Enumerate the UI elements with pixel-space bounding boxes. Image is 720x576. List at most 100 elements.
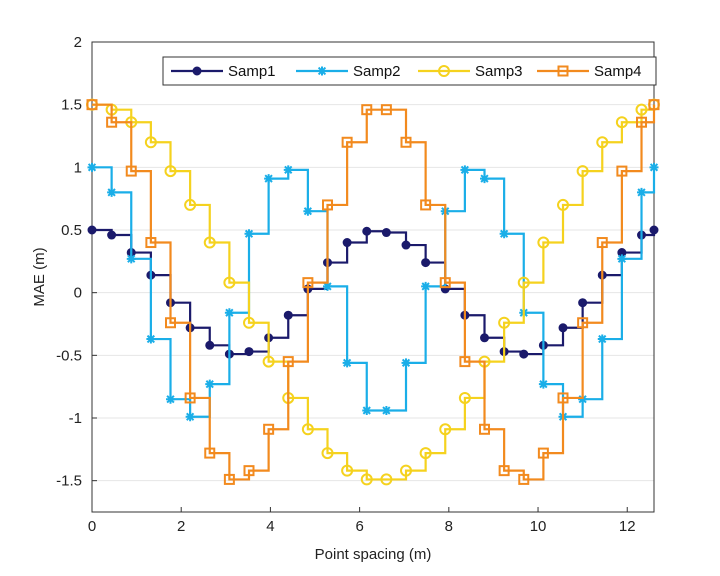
samp2-point <box>107 187 117 197</box>
samp2-point <box>323 281 333 291</box>
samp3-point <box>498 316 511 329</box>
legend-label-samp2: Samp2 <box>353 63 401 80</box>
samp1-point <box>558 323 568 333</box>
grid-lines <box>92 41 654 482</box>
series-layer <box>86 98 660 486</box>
samp2-point <box>480 174 490 184</box>
samp1-point <box>421 258 431 268</box>
samp3-point <box>537 236 550 249</box>
samp2-point <box>617 254 627 264</box>
legend-marker-samp2 <box>317 66 327 76</box>
legend-label-samp1: Samp1 <box>228 63 276 80</box>
samp4-point <box>86 99 98 111</box>
samp4-point <box>537 447 549 459</box>
samp2-point <box>205 379 215 389</box>
samp2-point <box>185 412 195 422</box>
y-tick-label: -1 <box>69 410 82 427</box>
x-tick-label: 6 <box>355 518 363 535</box>
samp2-point <box>421 281 431 291</box>
samp2-point <box>283 165 293 175</box>
samp3-line <box>92 103 656 481</box>
samp2-point <box>649 162 659 172</box>
samp3-point <box>262 355 275 368</box>
y-tick-label: 1.5 <box>61 97 82 114</box>
samp2-point <box>381 405 391 415</box>
samp1-line <box>92 228 656 356</box>
samp4-point <box>380 104 392 116</box>
samp2-line <box>92 166 656 418</box>
samp2-point <box>637 187 647 197</box>
samp2-point <box>460 165 470 175</box>
samp4-point <box>184 392 196 404</box>
samp3-point <box>635 103 648 116</box>
plot-area-frame <box>91 41 655 513</box>
legend-label-samp3: Samp3 <box>475 63 523 80</box>
samp3-point <box>164 165 177 178</box>
y-tick-label: 1 <box>74 159 82 176</box>
y-tick-label: 2 <box>74 34 82 51</box>
samp3-point <box>360 473 373 486</box>
samp2-point <box>224 308 234 318</box>
samp1-point <box>401 240 411 250</box>
samp3-point <box>223 276 236 289</box>
samp1-point <box>244 347 254 357</box>
y-axis-title: MAE (m) <box>31 247 48 306</box>
samp4-point <box>518 473 530 485</box>
samp4-point <box>145 237 157 249</box>
samp3-point <box>596 136 609 149</box>
samp3-point <box>380 473 393 486</box>
samp2-point <box>166 394 176 404</box>
axis-ticks: 0 2 4 6 8 10 12 -1.5 -1 -0.5 0 0.5 1 1.5 2 <box>56 34 635 535</box>
samp1-point <box>107 230 117 240</box>
x-tick-label: 8 <box>445 518 453 535</box>
legend-marker-samp3 <box>438 65 450 77</box>
series-samp2 <box>87 162 659 422</box>
samp1-point <box>362 226 372 236</box>
y-tick-label: 0.5 <box>61 222 82 239</box>
samp4-line <box>92 103 656 481</box>
series-samp1 <box>87 225 659 359</box>
y-tick-label: -0.5 <box>56 347 82 364</box>
samp2-point <box>538 379 548 389</box>
x-tick-label: 0 <box>88 518 96 535</box>
samp2-point <box>87 162 97 172</box>
samp4-point <box>459 356 471 368</box>
samp3-point <box>576 165 589 178</box>
series-samp4 <box>86 99 660 485</box>
samp2-point <box>362 405 372 415</box>
legend: Samp1 Samp2 Samp3 Samp4 <box>162 56 657 86</box>
samp2-point <box>303 206 313 216</box>
samp1-point <box>480 333 490 343</box>
samp2-point <box>146 334 156 344</box>
samp3-point <box>458 391 471 404</box>
x-tick-label: 4 <box>266 518 274 535</box>
samp4-point <box>400 136 412 148</box>
samp4-point <box>648 99 660 111</box>
x-tick-label: 2 <box>177 518 185 535</box>
legend-marker-samp1 <box>192 66 202 76</box>
samp4-point <box>498 465 510 477</box>
samp4-point <box>243 465 255 477</box>
legend-label-samp4: Samp4 <box>594 63 642 80</box>
samp2-point <box>401 358 411 368</box>
samp4-point <box>361 104 373 116</box>
samp4-point <box>557 392 569 404</box>
samp3-point <box>557 198 570 211</box>
y-tick-label: -1.5 <box>56 473 82 490</box>
samp2-point <box>578 394 588 404</box>
legend-box <box>162 56 657 86</box>
samp4-point <box>341 136 353 148</box>
samp3-point <box>184 198 197 211</box>
samp3-point <box>321 447 334 460</box>
samp3-point <box>517 276 530 289</box>
samp4-point <box>125 165 137 177</box>
samp4-point <box>479 423 491 435</box>
samp3-point <box>341 464 354 477</box>
samp3-point <box>615 116 628 129</box>
samp4-point <box>577 317 589 329</box>
samp4-point <box>282 356 294 368</box>
samp4-point <box>223 473 235 485</box>
samp4-point <box>165 317 177 329</box>
samp1-point <box>649 225 659 235</box>
